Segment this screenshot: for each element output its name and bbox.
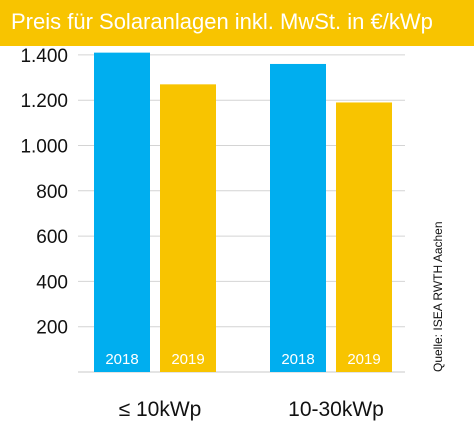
y-tick-label: 400 [36,272,68,293]
chart-title: Preis für Solaranlagen inkl. MwSt. in €/… [11,9,433,34]
bar-series-label: 2018 [105,351,138,368]
bars: 2018 2019 2018 2019 [94,52,392,373]
chart-title-bar: Preis für Solaranlagen inkl. MwSt. in €/… [0,0,474,46]
bar-series-label: 2019 [347,351,380,368]
category-label: 10-30kWp [288,398,384,421]
y-tick-label: 600 [36,227,68,248]
y-tick-label: 200 [36,318,68,339]
y-tick-label: 1.200 [20,91,68,112]
bar [160,84,216,372]
bar [94,52,150,372]
category-labels: ≤ 10kWp 10-30kWp [119,398,384,421]
y-tick-label: 1.400 [20,46,68,67]
source-note: Quelle: ISEA RWTH Aachen [431,221,445,372]
y-axis-ticks: 200 400 600 800 1.000 1.200 1.400 [20,46,68,339]
bar [270,63,326,373]
bar [336,102,392,372]
y-tick-label: 800 [36,182,68,203]
bar-series-label: 2019 [171,351,204,368]
y-tick-label: 1.000 [20,137,68,158]
bar-series-label: 2018 [281,351,314,368]
category-label: ≤ 10kWp [119,398,202,421]
